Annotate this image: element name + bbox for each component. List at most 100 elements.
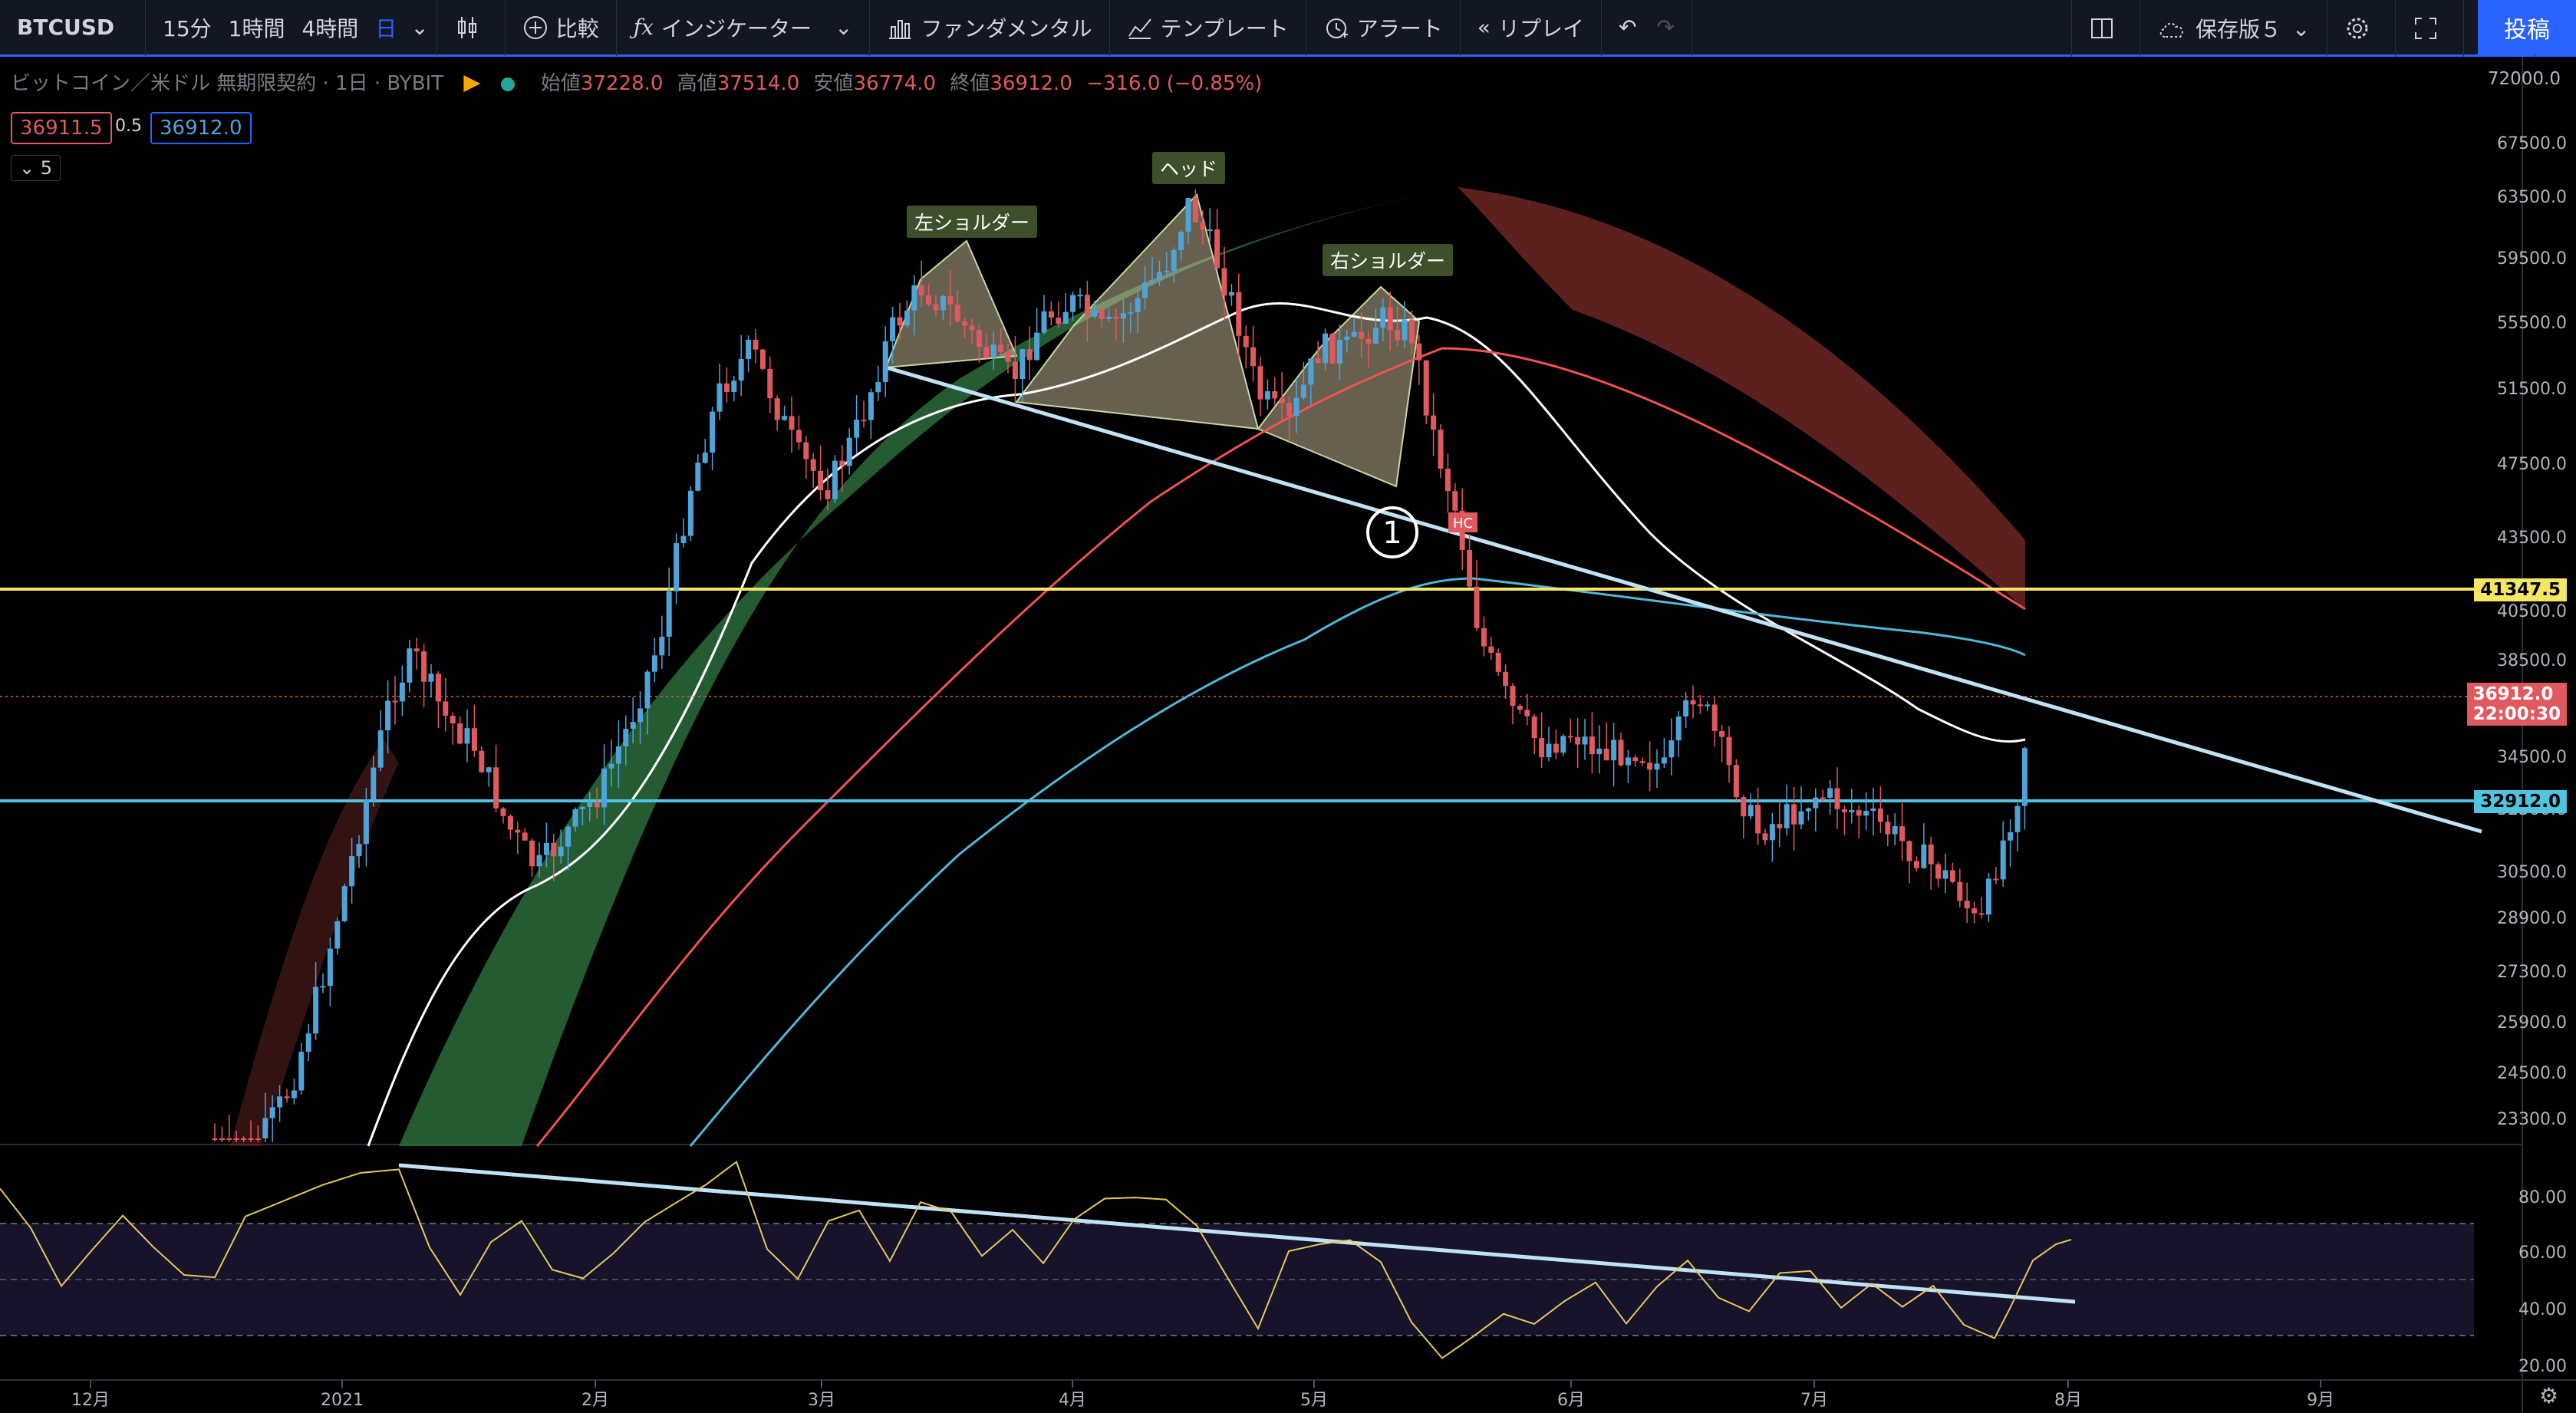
candle-body <box>421 651 427 682</box>
candle-body <box>1135 298 1141 313</box>
candle-body <box>753 339 759 350</box>
bid-box[interactable]: 36911.5 <box>11 112 112 144</box>
head-label[interactable]: ヘッド <box>1152 152 1226 184</box>
interval-1d[interactable]: 日 <box>375 15 397 41</box>
candle-body <box>392 700 398 703</box>
candle-body <box>1257 366 1263 400</box>
undo-icon[interactable]: ↶ <box>1618 15 1637 40</box>
candle-body <box>630 722 636 730</box>
time-tick-label: 5月 <box>1300 1391 1328 1410</box>
chart-area[interactable]: 1 HC 67500.0 63500.0 59500.0 55500.0 51500.0… <box>0 57 2576 1413</box>
candle-body <box>1978 913 1985 915</box>
marker-circle-icon[interactable] <box>1366 506 1418 558</box>
candle-body <box>457 723 463 744</box>
templates-button[interactable]: テンプレート <box>1110 0 1306 56</box>
rsi-tick-label: 60.00 <box>2518 1243 2567 1263</box>
high-value: 37514.0 <box>716 72 800 95</box>
indicators-button[interactable]: ƒx インジケーター ⌄ <box>617 0 871 56</box>
candle-body <box>1870 808 1876 811</box>
candle-body <box>262 1118 268 1138</box>
chevron-down-icon[interactable]: ⌄ <box>2292 15 2311 41</box>
rsi-trendline[interactable] <box>398 1163 2076 1304</box>
candle-body <box>976 330 982 347</box>
interval-15m[interactable]: 15分 <box>163 15 212 41</box>
legend-row: ビットコイン／米ドル 無期限契約 · 1日 · BYBIT 始値37228.0 … <box>11 68 1262 96</box>
candle-body <box>241 1138 247 1140</box>
candle-body <box>443 701 449 716</box>
candle-body <box>1200 222 1206 230</box>
candle-body <box>738 358 744 381</box>
price-axis[interactable]: 67500.0 63500.0 59500.0 55500.0 51500.0 47500… <box>2497 134 2567 1129</box>
candle-body <box>1279 398 1285 403</box>
compare-button[interactable]: 比較 <box>506 0 617 56</box>
candle-body <box>1092 310 1098 317</box>
candles-icon <box>457 16 476 38</box>
candle-body <box>1553 743 1559 753</box>
undo-redo-group: ↶ ↷ <box>1602 0 1692 56</box>
candle-body <box>990 344 996 358</box>
candle-body <box>796 430 802 443</box>
chevron-down-icon[interactable]: ⌄ <box>834 15 853 40</box>
candle-body <box>623 729 629 746</box>
chevron-down-icon: ⌄ <box>19 157 35 179</box>
alert-label: アラート <box>1356 15 1443 41</box>
candle-body <box>1300 384 1306 398</box>
candle-body <box>1286 403 1293 417</box>
symbol-search[interactable]: BTCUSD <box>0 0 146 56</box>
rsi-tick-label: 80.00 <box>2518 1188 2567 1207</box>
change-value: −316.0 (−0.85%) <box>1086 72 1263 95</box>
layout-button[interactable] <box>2071 0 2140 57</box>
replay-button[interactable]: « リプレイ <box>1461 0 1602 56</box>
interval-1h[interactable]: 1時間 <box>228 15 285 41</box>
neckline-trendline[interactable] <box>885 365 2482 834</box>
indicator-count: 5 <box>40 157 53 179</box>
price-chart[interactable]: 1 HC 67500.0 63500.0 59500.0 55500.0 51500.0… <box>0 57 2576 1413</box>
left-shoulder-label[interactable]: 左ショルダー <box>907 206 1038 238</box>
ask-box[interactable]: 36912.0 <box>150 112 252 144</box>
settings-button[interactable] <box>2327 0 2396 57</box>
candle-body <box>248 1138 254 1140</box>
candle-body <box>1329 333 1336 364</box>
interval-4h[interactable]: 4時間 <box>301 15 359 41</box>
candle-body <box>543 842 549 855</box>
post-button[interactable]: 投稿 <box>2478 0 2576 54</box>
time-axis[interactable]: 12月 2021 2月 3月 4月 5月 6月 7月 8月 9月 <box>71 1380 2334 1410</box>
candle-body <box>1675 716 1682 741</box>
candle-body <box>1928 844 1934 865</box>
right-shoulder-label[interactable]: 右ショルダー <box>1323 244 1454 276</box>
candle-body <box>1372 328 1379 344</box>
time-tick-label: 4月 <box>1059 1391 1086 1410</box>
bar-chart-icon <box>889 19 911 39</box>
chart-type-button[interactable] <box>437 0 506 56</box>
axis-settings-gear-icon[interactable]: ⚙ <box>2539 1383 2558 1408</box>
time-tick-label: 3月 <box>808 1391 835 1410</box>
candle-body <box>1661 757 1667 764</box>
alert-button[interactable]: アラート <box>1306 0 1461 56</box>
fx-icon: ƒx <box>633 15 654 40</box>
chevron-down-icon[interactable]: ⌄ <box>410 15 429 40</box>
candle-body <box>212 1138 218 1140</box>
candle-body <box>1741 797 1747 817</box>
candle-body <box>1827 788 1833 798</box>
low-label: 安値 <box>813 72 854 95</box>
candle-body <box>1308 358 1314 385</box>
time-tick-label: 7月 <box>1800 1391 1828 1410</box>
candle-body <box>1380 307 1386 328</box>
fundamentals-button[interactable]: ファンダメンタル <box>870 0 1110 56</box>
candle-body <box>226 1138 232 1140</box>
candle-body <box>716 383 723 412</box>
candle-body <box>536 855 542 867</box>
candle-body <box>1805 808 1811 812</box>
price-tick-label: 63500.0 <box>2497 188 2567 207</box>
candle-body <box>1575 736 1581 745</box>
candle-body <box>998 344 1004 352</box>
candle-body <box>1020 349 1026 380</box>
fullscreen-button[interactable] <box>2396 0 2465 57</box>
redo-icon[interactable]: ↷ <box>1656 15 1675 40</box>
candle-body <box>1733 765 1739 798</box>
save-layout-button[interactable]: 保存版５ ⌄ <box>2140 0 2328 57</box>
candle-body <box>1524 710 1530 716</box>
current-price-tag: 36912.0 22:00:30 <box>2466 683 2567 726</box>
rsi-axis[interactable]: 80.00 60.00 40.00 20.00 <box>2518 1188 2567 1376</box>
indicator-toggle[interactable]: ⌄ 5 <box>11 155 61 181</box>
